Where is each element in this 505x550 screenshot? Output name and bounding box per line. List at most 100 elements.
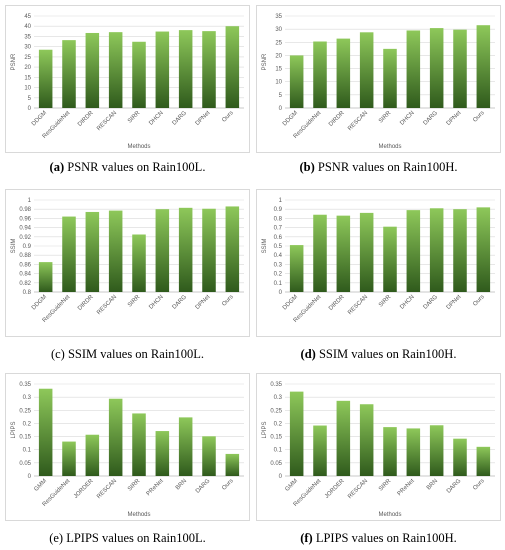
bar-rescan xyxy=(359,212,374,292)
bar-darg xyxy=(429,28,444,108)
y-tick-label: 0.3 xyxy=(23,395,32,401)
y-tick-label: 0.35 xyxy=(19,382,31,388)
x-tick-label: Ours xyxy=(221,478,234,491)
caption-c-tag: (c) xyxy=(50,347,65,361)
y-tick-label: 1 xyxy=(279,198,283,204)
bar-gmm xyxy=(289,391,304,476)
caption-c: (c) SSIM values on Rain100L. xyxy=(5,347,250,362)
bar-dirdr xyxy=(336,38,351,108)
chart-panel-f: 0 0.05 0.1 0.15 0.2 0.25 0.3 0.35 GMM ResGuideNet… xyxy=(256,373,501,521)
bar-jorder xyxy=(336,400,351,476)
y-tick-label: 30 xyxy=(275,27,282,33)
bar-brn xyxy=(178,417,193,476)
y-tick-label: 0 xyxy=(279,474,283,480)
y-axis-label: LPIPS xyxy=(11,421,17,438)
caption-b-tag: (b) xyxy=(299,160,315,174)
bar-sirr xyxy=(383,48,397,108)
caption-c-text: SSIM values on Rain100L. xyxy=(64,347,205,361)
x-tick-label: Ours xyxy=(221,294,234,307)
bar-brn xyxy=(429,425,444,476)
caption-e-tag: (e) xyxy=(49,531,64,545)
bar-sirr xyxy=(383,226,397,292)
chart-panel-c: 0.8 0.82 0.84 0.86 0.88 0.9 0.92 0.94 0.96 0.98 1 D… xyxy=(5,189,250,337)
bar-ours xyxy=(476,207,491,292)
caption-e: (e) LPIPS values on Rain100L. xyxy=(5,531,250,546)
chart-panel-b: 0 5 10 15 20 25 30 35 DDGM ResGuideNet DIRDR RESCAN… xyxy=(256,5,501,153)
y-tick-label: 15 xyxy=(24,75,31,81)
y-tick-label: 0.2 xyxy=(274,272,283,278)
bar-sirr xyxy=(132,234,146,292)
x-tick-label: DIRDR xyxy=(328,294,346,312)
bar-dhcn xyxy=(155,31,170,108)
y-tick-label: 0.35 xyxy=(270,382,282,388)
x-tick-label: DARG xyxy=(446,478,463,495)
bar-prenet xyxy=(406,428,421,476)
bar-resguidenet xyxy=(313,41,327,108)
x-tick-label: DARG xyxy=(195,478,212,495)
y-tick-label: 0.9 xyxy=(274,207,283,213)
bar-ddgm xyxy=(289,245,304,292)
bar-rescan xyxy=(359,404,374,476)
bar-rescan xyxy=(108,398,123,476)
y-tick-label: 0.3 xyxy=(274,395,283,401)
bar-darg xyxy=(453,438,467,476)
x-tick-label: DHCN xyxy=(399,110,416,127)
y-tick-label: 0.25 xyxy=(19,408,31,414)
x-tick-label: RESCAN xyxy=(96,478,118,500)
bar-dpnet xyxy=(202,31,216,108)
x-tick-label: RESCAN xyxy=(347,294,369,316)
bar-dhcn xyxy=(155,209,170,292)
caption-f: (f) LPIPS values on Rain100H. xyxy=(256,531,501,546)
y-tick-label: 0.9 xyxy=(23,244,32,250)
y-tick-label: 0.92 xyxy=(19,235,31,241)
y-axis-label: SSIM xyxy=(11,239,17,254)
x-tick-label: JORDER xyxy=(324,478,346,500)
y-tick-label: 0.82 xyxy=(19,281,31,287)
bar-darg xyxy=(202,436,216,476)
y-tick-label: 0.1 xyxy=(274,281,283,287)
y-tick-label: 0.4 xyxy=(274,253,283,259)
caption-f-text: LPIPS values on Rain100H. xyxy=(312,531,457,545)
y-tick-label: 0.94 xyxy=(19,226,31,232)
x-tick-label: Ours xyxy=(472,110,485,123)
bar-resguidenet xyxy=(62,216,76,292)
x-tick-label: SIRR xyxy=(378,110,393,125)
x-tick-label: GMM xyxy=(33,478,48,493)
y-tick-label: 0.98 xyxy=(19,207,31,213)
caption-e-text: LPIPS values on Rain100L. xyxy=(63,531,206,545)
bar-resguidenet xyxy=(62,441,76,476)
y-tick-label: 0.8 xyxy=(274,216,283,222)
caption-a-text: PSNR values on Rain100L. xyxy=(64,160,206,174)
x-tick-label: DARG xyxy=(423,294,440,311)
x-tick-label: GMM xyxy=(284,478,299,493)
y-tick-label: 1 xyxy=(28,198,32,204)
x-axis-label: Methods xyxy=(127,512,150,518)
x-tick-label: RESCAN xyxy=(96,110,118,132)
x-axis-label: Methods xyxy=(378,512,401,518)
x-tick-label: SIRR xyxy=(378,294,393,309)
x-tick-label: Ours xyxy=(221,110,234,123)
bar-sirr xyxy=(132,41,146,109)
x-tick-label: DIRDR xyxy=(328,110,346,128)
caption-d-tag: (d) xyxy=(300,347,316,361)
x-tick-label: Ours xyxy=(472,478,485,491)
bar-resguidenet xyxy=(313,425,327,476)
x-tick-label: DARG xyxy=(172,110,189,127)
x-tick-label: DDGM xyxy=(31,110,48,127)
y-tick-label: 40 xyxy=(24,24,31,30)
bar-dhcn xyxy=(406,30,421,109)
x-tick-label: DARG xyxy=(172,294,189,311)
bar-ddgm xyxy=(38,49,53,108)
x-tick-label: DARG xyxy=(423,110,440,127)
y-tick-label: 0.05 xyxy=(270,461,282,467)
y-axis-label: LPIPS xyxy=(262,421,268,438)
y-tick-label: 25 xyxy=(275,40,282,46)
bar-ours xyxy=(225,453,240,476)
x-axis-label: Methods xyxy=(378,144,401,150)
x-tick-label: DHCN xyxy=(399,294,416,311)
y-tick-label: 0.2 xyxy=(274,421,283,427)
bar-dpnet xyxy=(453,209,467,292)
x-tick-label: DDGM xyxy=(282,110,299,127)
y-tick-label: 0.15 xyxy=(19,435,31,441)
